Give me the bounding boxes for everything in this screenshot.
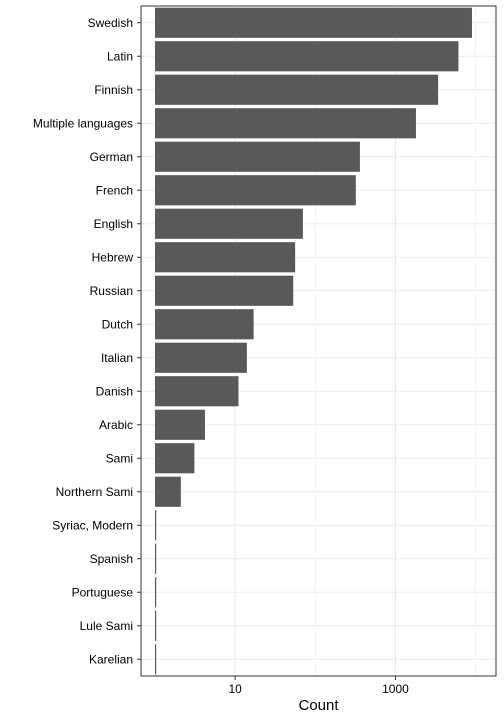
- y-tick-label: Latin: [107, 49, 133, 63]
- bar-sami: [155, 443, 195, 474]
- bar-syriac-modern: [155, 510, 157, 541]
- x-axis-title: Count: [298, 697, 339, 714]
- gridlines: [141, 6, 496, 676]
- y-tick-label: Multiple languages: [33, 116, 133, 130]
- bar-danish: [155, 376, 239, 407]
- bar-russian: [155, 275, 294, 306]
- bar-spanish: [155, 543, 157, 574]
- bar-swedish: [155, 7, 472, 38]
- y-tick-label: Hebrew: [92, 250, 134, 264]
- bar-finnish: [155, 74, 439, 105]
- bar-italian: [155, 342, 247, 373]
- y-axis-ticks: Swedish Latin Finnish Multiple languages Ger…: [33, 16, 141, 666]
- bar-hebrew: [155, 242, 296, 273]
- y-tick-label: Finnish: [94, 83, 133, 97]
- y-tick-label: Lule Sami: [80, 619, 133, 633]
- y-tick-label: Italian: [101, 351, 133, 365]
- bar-dutch: [155, 309, 254, 340]
- bar-portuguese: [155, 577, 157, 608]
- y-tick-label: German: [90, 150, 133, 164]
- y-tick-label: Dutch: [102, 317, 133, 331]
- y-tick-label: Syriac, Modern: [52, 518, 133, 532]
- bar-arabic: [155, 409, 205, 440]
- y-tick-label: Karelian: [89, 652, 133, 666]
- bar-karelian: [155, 644, 157, 675]
- y-tick-label: Swedish: [88, 16, 133, 30]
- panel-border: [140, 5, 497, 677]
- y-tick-label: Russian: [90, 284, 133, 298]
- x-axis-ticks: 10 1000: [228, 676, 409, 696]
- y-tick-label: Arabic: [99, 418, 133, 432]
- y-tick-label: Danish: [96, 384, 133, 398]
- bar-lule-sami: [155, 610, 157, 641]
- y-tick-label: French: [96, 183, 133, 197]
- x-tick-label: 10: [228, 682, 242, 696]
- bar-latin: [155, 41, 459, 72]
- bar-english: [155, 208, 303, 239]
- y-tick-label: English: [94, 217, 133, 231]
- bar-french: [155, 175, 356, 206]
- y-tick-label: Spanish: [90, 552, 133, 566]
- bar-german: [155, 141, 360, 172]
- bars: [155, 7, 472, 675]
- bar-northern-sami: [155, 476, 181, 507]
- x-tick-label: 1000: [382, 682, 409, 696]
- y-tick-label: Sami: [106, 451, 133, 465]
- y-tick-label: Northern Sami: [56, 485, 133, 499]
- bar-multiple-languages: [155, 108, 416, 139]
- y-tick-label: Portuguese: [72, 585, 134, 599]
